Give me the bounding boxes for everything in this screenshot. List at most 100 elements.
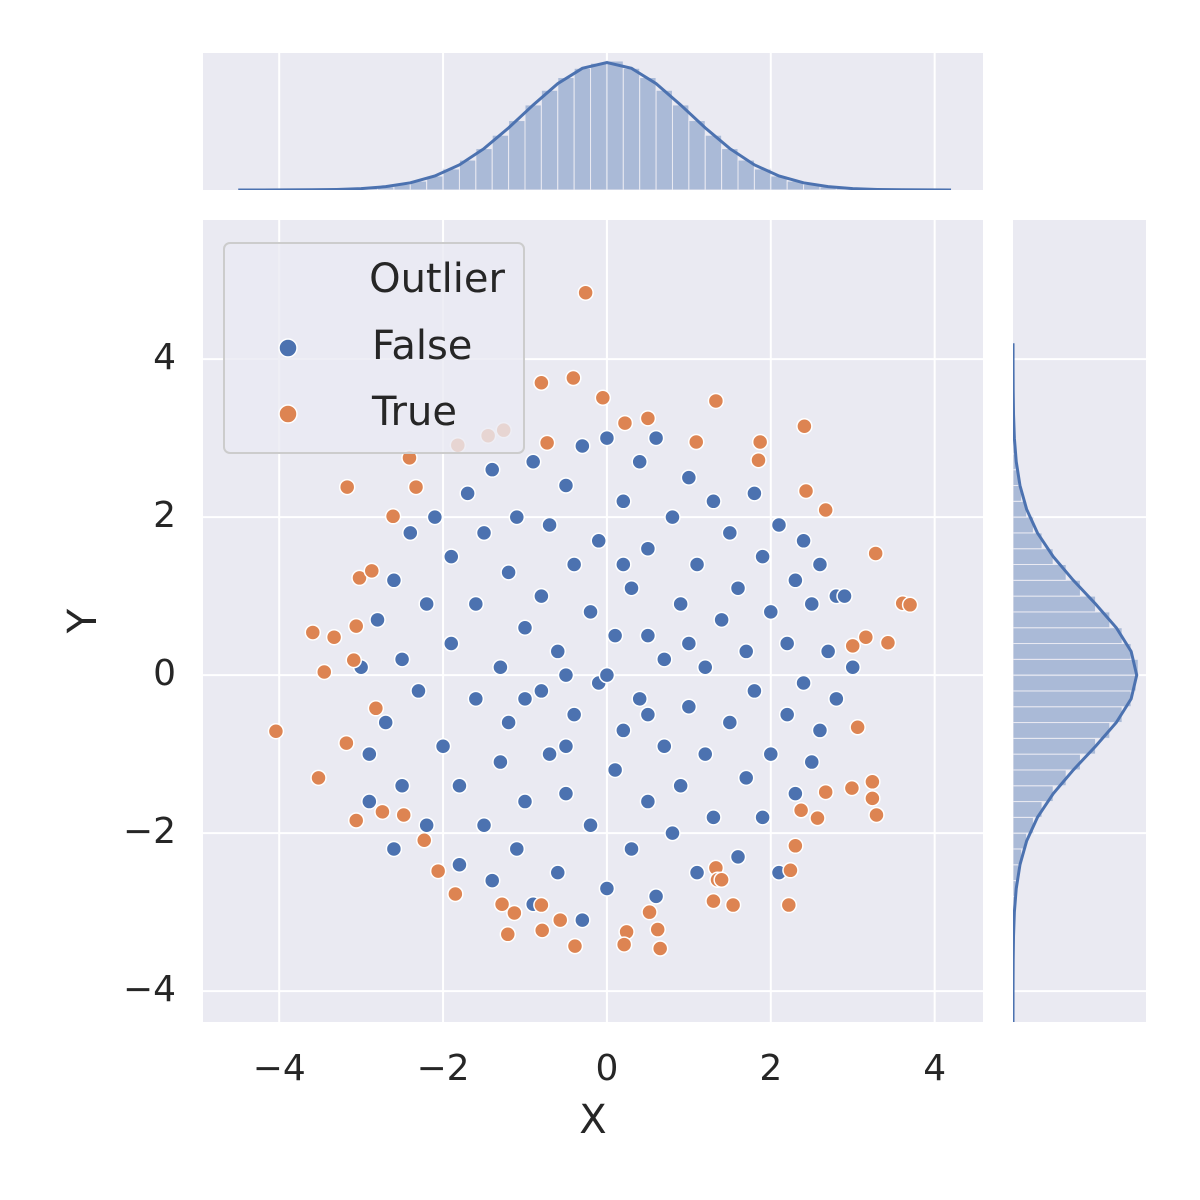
point — [672, 777, 689, 794]
point — [443, 548, 460, 565]
point — [647, 888, 665, 905]
point — [492, 658, 509, 676]
y-tick-label: 4 — [153, 337, 176, 378]
point — [385, 840, 403, 858]
point — [721, 714, 739, 731]
point — [737, 769, 755, 787]
point — [363, 562, 381, 580]
point — [475, 817, 493, 834]
point — [754, 809, 771, 826]
point — [762, 745, 780, 763]
point — [721, 524, 739, 542]
point — [384, 508, 402, 525]
point — [475, 524, 493, 542]
point — [582, 817, 599, 834]
point — [574, 437, 591, 455]
point — [451, 777, 468, 794]
point — [415, 832, 433, 849]
point — [680, 469, 698, 486]
histogram-bar — [1013, 643, 1132, 660]
point — [631, 690, 648, 708]
histogram-bar — [1013, 595, 1097, 613]
point — [459, 485, 476, 502]
point — [664, 824, 681, 842]
point — [809, 809, 826, 827]
histogram-bar — [491, 134, 510, 190]
x-tick-label: −4 — [253, 1048, 306, 1089]
point — [641, 903, 658, 921]
histogram-bar — [1013, 579, 1081, 597]
point — [795, 674, 812, 692]
point — [754, 548, 771, 565]
point — [533, 587, 550, 605]
histogram-bar — [1013, 564, 1067, 581]
histogram-bar — [508, 120, 526, 190]
point — [844, 658, 861, 676]
point — [606, 761, 624, 779]
histogram-bar — [540, 89, 559, 190]
point — [410, 682, 427, 700]
histogram — [1013, 343, 1139, 1022]
point — [680, 698, 698, 715]
point — [707, 392, 725, 410]
point — [577, 284, 594, 301]
histogram-bar — [655, 89, 673, 190]
point — [574, 911, 591, 929]
histogram-bar — [1013, 722, 1111, 739]
kde-line — [1013, 343, 1139, 1022]
point — [751, 433, 769, 451]
y-tick-label: −4 — [123, 969, 176, 1010]
histogram-bar — [557, 77, 575, 190]
point — [844, 637, 861, 655]
point — [429, 862, 447, 880]
point — [557, 737, 575, 755]
point — [705, 809, 722, 826]
point — [516, 619, 534, 636]
histogram-bar — [1013, 627, 1123, 645]
point — [639, 793, 657, 810]
point — [606, 627, 624, 644]
point — [616, 414, 634, 432]
kde-line — [238, 61, 952, 190]
point — [762, 603, 780, 621]
point — [551, 911, 569, 929]
histogram-bar — [590, 62, 608, 190]
point — [901, 596, 919, 614]
legend-frame — [223, 242, 525, 454]
point — [656, 737, 673, 755]
point — [541, 745, 558, 763]
point — [316, 663, 333, 681]
point — [347, 617, 365, 635]
point — [451, 856, 468, 874]
point — [864, 790, 881, 807]
point — [467, 690, 485, 708]
point — [549, 643, 567, 660]
point — [508, 508, 526, 526]
point — [811, 722, 829, 739]
point — [402, 524, 419, 542]
point — [516, 793, 534, 810]
point — [524, 453, 542, 471]
point — [623, 579, 640, 597]
point — [867, 545, 884, 562]
point — [443, 635, 460, 652]
point — [533, 896, 550, 914]
point — [729, 848, 747, 866]
point — [792, 801, 810, 819]
point — [267, 722, 285, 740]
histogram-bar — [688, 120, 706, 190]
point — [483, 872, 501, 889]
point — [598, 666, 616, 684]
point — [582, 603, 599, 621]
point — [598, 880, 616, 897]
point — [787, 837, 804, 855]
point — [338, 734, 355, 752]
point — [447, 885, 464, 903]
point — [565, 706, 583, 723]
point — [680, 635, 698, 652]
point — [615, 493, 632, 510]
top-margin-axes — [203, 53, 983, 190]
point — [393, 651, 411, 668]
histogram-bar — [1013, 706, 1123, 724]
point — [598, 429, 616, 447]
